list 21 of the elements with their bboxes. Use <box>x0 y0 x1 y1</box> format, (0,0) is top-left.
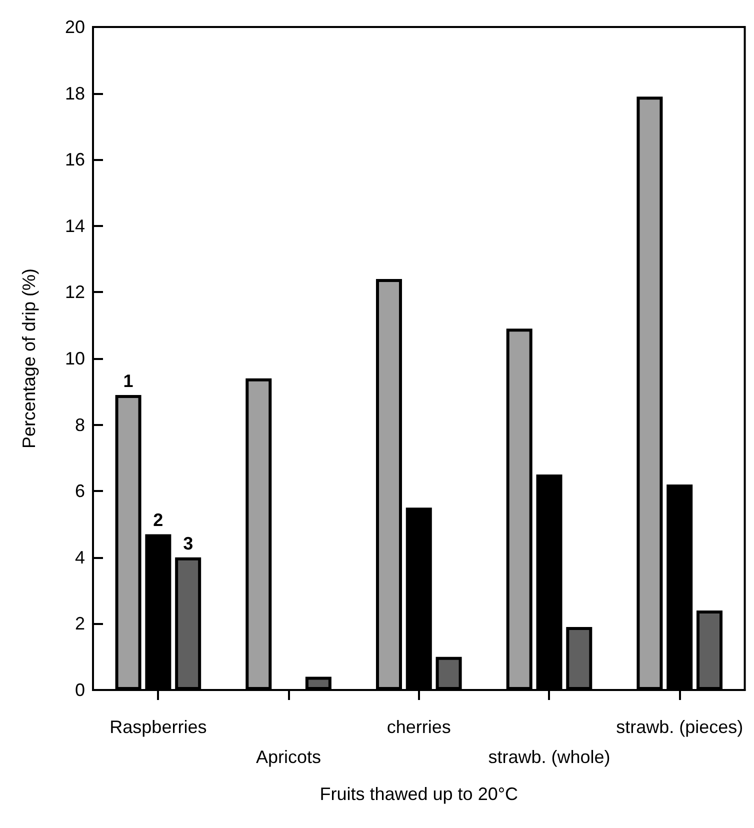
x-tick-label: Raspberries <box>110 717 207 737</box>
y-tick-label: 0 <box>74 680 85 700</box>
series-label: 3 <box>183 533 194 554</box>
series-label: 1 <box>123 370 134 391</box>
x-tick-label: strawb. (whole) <box>488 747 610 767</box>
x-axis-title: Fruits thawed up to 20°C <box>320 784 518 804</box>
y-tick-label: 18 <box>64 83 85 104</box>
x-tick-label: strawb. (pieces) <box>616 717 744 737</box>
y-tick-label: 12 <box>64 282 85 302</box>
y-tick-label: 8 <box>74 414 85 435</box>
x-tick-label: Apricots <box>256 747 322 767</box>
y-tick-label: 20 <box>64 17 85 37</box>
series-label: 2 <box>153 510 164 530</box>
y-tick-label: 2 <box>74 614 85 634</box>
y-tick-label: 6 <box>74 481 85 502</box>
y-tick-label: 16 <box>64 150 85 170</box>
y-tick-label: 4 <box>74 547 85 568</box>
y-axis-title: Percentage of drip (%) <box>19 268 39 449</box>
y-tick-label: 14 <box>64 216 85 236</box>
y-tick-label: 10 <box>64 348 85 368</box>
x-tick-label: cherries <box>386 717 451 737</box>
